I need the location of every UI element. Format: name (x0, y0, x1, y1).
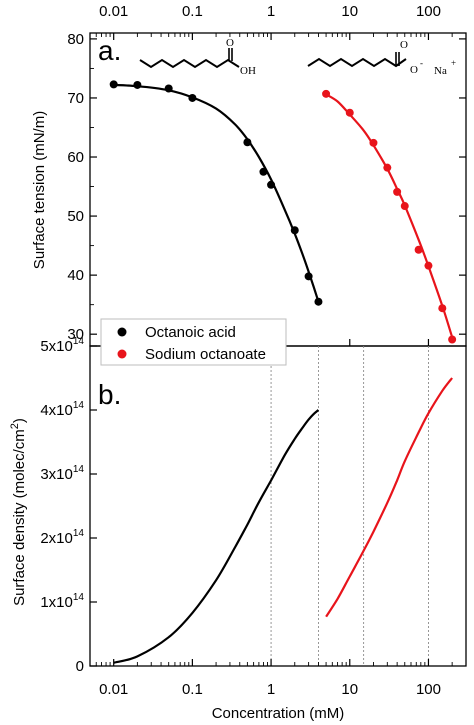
panel-a-x-tick-label: 10 (341, 3, 358, 20)
panel-b-line-0 (113, 409, 320, 664)
panel-a-point-series-1 (424, 261, 433, 270)
panel-a-points (109, 80, 457, 344)
panel-a-point-series-0 (133, 80, 142, 89)
salt-carbonyl-o: O (400, 39, 408, 51)
panel-b-reference-lines (270, 346, 429, 666)
panel-b-line-1 (325, 377, 453, 618)
panel-a-point-series-1 (393, 187, 402, 196)
panel-a-point-series-0 (259, 167, 268, 176)
panel-a-point-series-0 (243, 138, 252, 147)
panel-b-x-tick-label: 100 (416, 681, 441, 698)
panel-b-y-axis-title: Surface density (molec/cm2) (9, 418, 28, 606)
panel-b-y-tick-label: 1x1014 (40, 592, 84, 611)
panel-b-y-tick-label: 4x1014 (40, 400, 84, 419)
panel-a-point-series-1 (438, 304, 447, 313)
salt-sodium-na: Na (434, 65, 447, 77)
panel-b-y-tick-label: 2x1014 (40, 528, 84, 547)
salt-sodium-charge: + (451, 58, 456, 68)
panel-a-point-series-0 (304, 272, 313, 281)
panel-a-fit-line-1 (325, 93, 454, 338)
panel-a-point-series-1 (400, 202, 409, 211)
panel-a-x-tick-label: 1 (267, 3, 275, 20)
panel-a-y-tick-label: 60 (67, 149, 84, 166)
panel-a-x-tick-label: 0.1 (182, 3, 203, 20)
panel-a-point-series-0 (267, 180, 276, 189)
octanoic-acid-structure: O OH (139, 37, 256, 77)
salt-oxide-charge: - (420, 58, 423, 68)
panel-b-x-tick-label: 1 (267, 681, 275, 698)
legend-label-sodium-octanoate: Sodium octanoate (145, 346, 266, 363)
panel-b-x-tick-label: 0.1 (182, 681, 203, 698)
legend-label-octanoic-acid: Octanoic acid (145, 324, 236, 341)
panel-b-ticks: 0.01 0.1 1 10 100 0 1x1014 2x1014 3x1014 4x1014 5x… (40, 336, 453, 698)
legend-marker-sodium-octanoate (117, 349, 127, 359)
sodium-octanoate-structure: O O - Na + (307, 39, 456, 77)
panel-a-point-series-1 (448, 335, 457, 344)
panel-a-y-tick-label: 80 (67, 31, 84, 48)
panel-b-y-tick-label: 0 (76, 658, 84, 675)
panel-a-fit-lines (113, 83, 454, 338)
panel-a-point-series-1 (322, 89, 331, 98)
panel-b-lines (113, 377, 453, 664)
panel-a-y-tick-label: 50 (67, 208, 84, 225)
panel-a-x-tick-label: 100 (416, 3, 441, 20)
panel-a-point-series-1 (345, 108, 354, 117)
panel-a-frame (89, 32, 467, 347)
panel-a-y-tick-label: 30 (67, 326, 84, 343)
panel-a-x-tick-label: 0.01 (99, 3, 128, 20)
legend-marker-octanoic-acid (117, 327, 127, 337)
panel-a-y-tick-label: 70 (67, 90, 84, 107)
panel-b-x-tick-label: 0.01 (99, 681, 128, 698)
panel-a-point-series-1 (369, 138, 378, 147)
panel-a-point-series-0 (164, 84, 173, 93)
panel-a-label: a. (98, 35, 121, 66)
salt-oxide-o: O (410, 64, 418, 76)
panel-b-frame (89, 345, 467, 667)
panel-b-y-tick-label: 3x1014 (40, 464, 84, 483)
panel-a-y-axis-title: Surface tension (mN/m) (31, 111, 48, 269)
panel-a-point-series-0 (314, 297, 323, 306)
panel-a-point-series-1 (383, 163, 392, 172)
panel-b-x-axis-title: Concentration (mM) (212, 705, 345, 722)
acid-carbonyl-o: O (226, 37, 234, 49)
legend: Octanoic acid Sodium octanoate (100, 318, 287, 366)
panel-a-point-series-0 (188, 93, 197, 102)
panel-a-fit-line-0 (113, 83, 320, 303)
acid-hydroxyl-oh: OH (240, 65, 256, 77)
panel-b-x-tick-label: 10 (341, 681, 358, 698)
panel-b-label: b. (98, 379, 121, 410)
panel-a-ticks: 0.01 0.1 1 10 100 30 40 50 60 70 80 (67, 3, 466, 346)
panel-a-point-series-0 (290, 226, 299, 235)
panel-a-y-tick-label: 40 (67, 267, 84, 284)
panel-b-y-tick-label: 5x1014 (40, 336, 84, 355)
panel-a-point-series-1 (414, 245, 423, 254)
panel-a-point-series-0 (109, 80, 118, 89)
